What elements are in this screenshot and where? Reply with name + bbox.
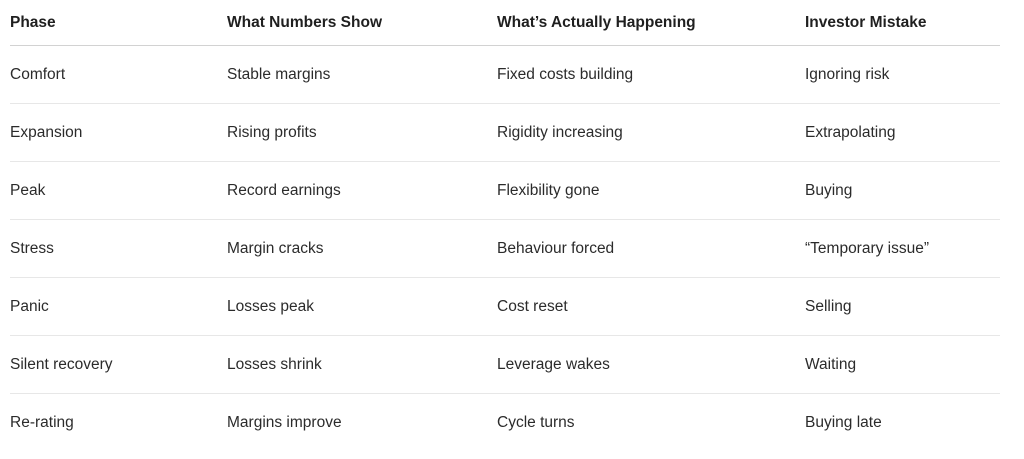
- table-row: Peak Record earnings Flexibility gone Bu…: [10, 161, 1000, 220]
- table-row: Expansion Rising profits Rigidity increa…: [10, 103, 1000, 162]
- cell-phase: Silent recovery: [10, 335, 227, 394]
- column-header-what-numbers-show: What Numbers Show: [227, 0, 497, 46]
- column-header-whats-actually-happening: What’s Actually Happening: [497, 0, 805, 46]
- table-row: Stress Margin cracks Behaviour forced “T…: [10, 219, 1000, 278]
- cell-numbers: Rising profits: [227, 103, 497, 162]
- cell-mistake: Buying: [805, 161, 1000, 220]
- table-row: Panic Losses peak Cost reset Selling: [10, 277, 1000, 336]
- table-row: Comfort Stable margins Fixed costs build…: [10, 45, 1000, 104]
- cell-happening: Leverage wakes: [497, 335, 805, 394]
- cell-mistake: Selling: [805, 277, 1000, 336]
- cell-mistake: “Temporary issue”: [805, 219, 1000, 278]
- cell-numbers: Stable margins: [227, 45, 497, 104]
- cell-happening: Rigidity increasing: [497, 103, 805, 162]
- cell-happening: Fixed costs building: [497, 45, 805, 104]
- investor-phase-table: Phase What Numbers Show What’s Actually …: [10, 0, 1000, 451]
- cell-happening: Cycle turns: [497, 413, 575, 431]
- cell-mistake: Waiting: [805, 335, 1000, 394]
- table-row: Re-rating Margins improve Cycle turns Bu…: [10, 394, 1000, 452]
- cell-numbers: Losses shrink: [227, 335, 497, 394]
- column-header-phase: Phase: [10, 0, 227, 46]
- cell-phase: Re-rating: [10, 413, 74, 431]
- cell-happening: Flexibility gone: [497, 161, 805, 220]
- column-header-investor-mistake: Investor Mistake: [805, 0, 1000, 46]
- cell-mistake: Buying late: [805, 413, 882, 431]
- cell-numbers: Margin cracks: [227, 219, 497, 278]
- cell-phase: Stress: [10, 219, 227, 278]
- table-header-row: Phase What Numbers Show What’s Actually …: [10, 0, 1000, 46]
- cell-phase: Expansion: [10, 103, 227, 162]
- cell-happening: Behaviour forced: [497, 219, 805, 278]
- cell-numbers: Margins improve: [227, 413, 342, 431]
- table-row: Silent recovery Losses shrink Leverage w…: [10, 335, 1000, 394]
- cell-numbers: Record earnings: [227, 161, 497, 220]
- cell-phase: Comfort: [10, 45, 227, 104]
- cell-happening: Cost reset: [497, 277, 805, 336]
- cell-mistake: Ignoring risk: [805, 45, 1000, 104]
- cell-mistake: Extrapolating: [805, 103, 1000, 162]
- cell-numbers: Losses peak: [227, 277, 497, 336]
- cell-phase: Panic: [10, 277, 227, 336]
- cell-phase: Peak: [10, 161, 227, 220]
